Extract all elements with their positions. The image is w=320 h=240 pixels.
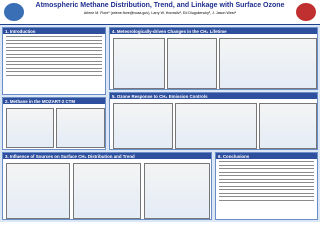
section-heading: 6. Conclusions — [216, 153, 317, 159]
authors: Arlene M. Fiore¹ (arlene.fiore@noaa.gov)… — [83, 11, 237, 15]
text-line — [219, 189, 314, 191]
text-line — [219, 178, 314, 180]
figure — [113, 103, 173, 149]
text-line — [6, 50, 102, 52]
text-line — [6, 60, 102, 62]
text-line — [6, 57, 102, 59]
text-line — [219, 164, 314, 166]
figure — [113, 38, 165, 89]
section: 1. Introduction — [2, 27, 106, 95]
section-heading: 2. Methane in the MOZART-2 CTM — [3, 98, 105, 104]
text-line — [219, 175, 314, 177]
text-line — [219, 182, 314, 184]
text-line — [6, 53, 102, 55]
text-line — [6, 39, 102, 41]
section: 4. Meteorologically-driven Changes in th… — [109, 27, 318, 90]
figure — [259, 103, 317, 149]
text-line — [6, 43, 102, 45]
text-line — [219, 185, 314, 187]
text-line — [219, 168, 314, 170]
text-line — [6, 74, 102, 76]
text-line — [6, 36, 102, 38]
section: 2. Methane in the MOZART-2 CTM — [2, 97, 106, 150]
text-line — [219, 171, 314, 173]
section: 3. Influence of Sources on Surface CH₄ D… — [2, 152, 212, 220]
poster-title: Atmospheric Methane Distribution, Trend,… — [35, 2, 285, 9]
text-line — [6, 71, 102, 73]
figure — [6, 163, 70, 219]
text-line — [6, 46, 102, 48]
figure — [73, 163, 141, 219]
logo — [296, 3, 316, 21]
figure — [6, 108, 54, 148]
section: 6. Conclusions — [215, 152, 318, 220]
section-heading: 5. Ozone Response to CH₄ Emission Contro… — [110, 93, 317, 99]
figure — [167, 38, 217, 89]
text-line — [219, 161, 314, 163]
poster: Atmospheric Methane Distribution, Trend,… — [0, 0, 320, 222]
section-heading: 4. Meteorologically-driven Changes in th… — [110, 28, 317, 34]
figure — [56, 108, 105, 148]
text-line — [219, 199, 314, 201]
text-line — [219, 196, 314, 198]
section-heading: 1. Introduction — [3, 28, 105, 34]
logo — [4, 3, 24, 21]
title-band: Atmospheric Methane Distribution, Trend,… — [0, 0, 320, 25]
figure — [144, 163, 210, 219]
text-line — [6, 67, 102, 69]
section: 5. Ozone Response to CH₄ Emission Contro… — [109, 92, 318, 150]
figure — [219, 38, 317, 89]
figure — [175, 103, 257, 149]
text-line — [6, 64, 102, 66]
text-line — [219, 192, 314, 194]
section-heading: 3. Influence of Sources on Surface CH₄ D… — [3, 153, 211, 159]
